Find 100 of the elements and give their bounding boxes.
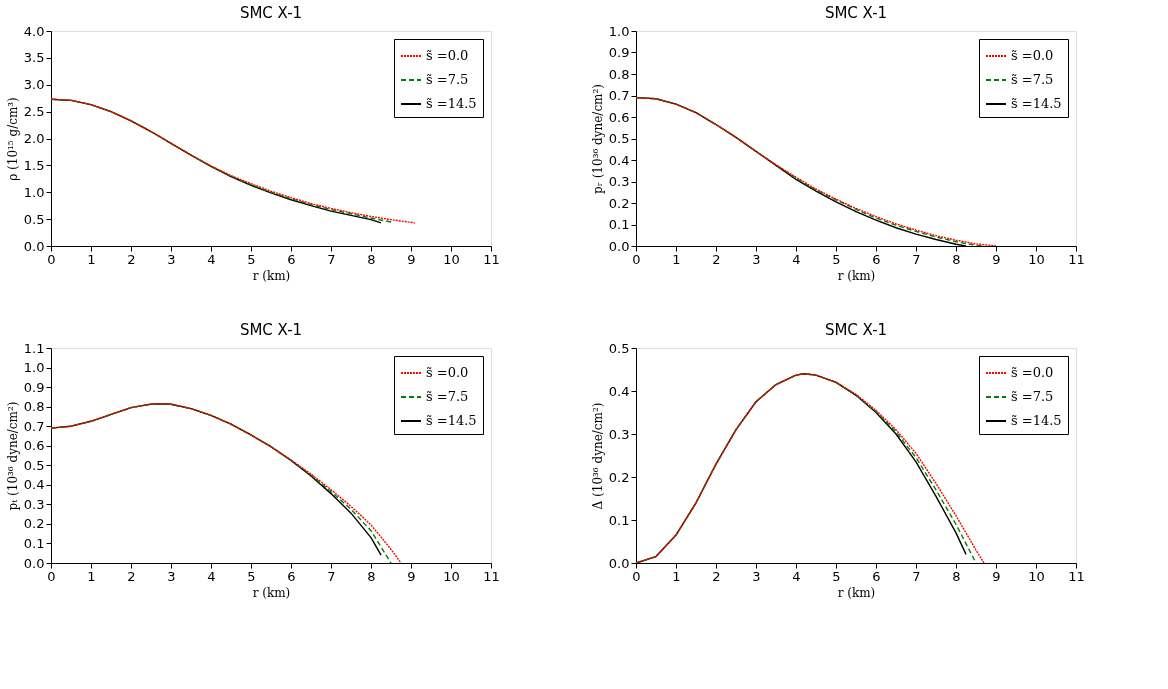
- x-tick-label: 9: [407, 251, 416, 267]
- x-tick-label: 2: [127, 251, 136, 267]
- x-tick-label: 9: [992, 251, 1001, 267]
- y-axis-title: pᵣ (10³⁶ dyne/cm²): [590, 84, 605, 194]
- x-tick-label: 0: [632, 251, 641, 267]
- x-tick-label: 11: [483, 251, 500, 267]
- y-tick-label: 0.1: [23, 535, 45, 551]
- x-tick-label: 6: [872, 568, 881, 584]
- x-tick-label: 10: [443, 568, 460, 584]
- y-tick-label: 3.0: [23, 77, 45, 93]
- legend-label: s̃ =14.5: [1011, 413, 1062, 428]
- x-tick-label: 4: [207, 568, 216, 584]
- legend-label: s̃ =14.5: [426, 413, 477, 428]
- x-tick-label: 5: [247, 568, 256, 584]
- y-tick-label: 2.0: [23, 131, 45, 146]
- y-tick-label: 0.9: [23, 379, 45, 395]
- y-tick-label: 0.5: [608, 340, 630, 356]
- x-tick-label: 6: [872, 251, 881, 267]
- x-axis-title: r (km): [837, 585, 876, 600]
- x-tick-label: 5: [247, 251, 256, 267]
- chart-title: SMC X-1: [239, 4, 303, 22]
- x-tick-label: 7: [327, 568, 336, 584]
- y-tick-label: 0.1: [608, 512, 630, 528]
- y-tick-label: 0.8: [608, 66, 630, 82]
- y-tick-label: 0.5: [23, 457, 45, 473]
- chart-title: SMC X-1: [824, 4, 888, 22]
- y-tick-label: 2.5: [23, 104, 45, 120]
- y-tick-label: 1.1: [23, 340, 45, 356]
- y-tick-label: 0.3: [608, 174, 630, 189]
- y-tick-label: 0.8: [23, 399, 45, 415]
- y-tick-label: 1.5: [23, 157, 45, 173]
- x-tick-label: 6: [287, 568, 296, 584]
- x-tick-label: 8: [952, 568, 961, 584]
- y-tick-label: 0.5: [608, 131, 630, 146]
- y-tick-label: 0.0: [23, 555, 45, 571]
- x-tick-label: 1: [672, 251, 681, 267]
- x-tick-label: 11: [1068, 251, 1085, 267]
- x-axis-title: r (km): [252, 585, 291, 600]
- y-tick-label: 4.0: [23, 23, 45, 39]
- x-tick-label: 8: [367, 251, 376, 267]
- y-tick-label: 0.2: [23, 516, 45, 532]
- x-tick-label: 3: [752, 568, 761, 584]
- y-tick-label: 0.7: [23, 418, 45, 434]
- x-tick-label: 4: [792, 568, 801, 584]
- y-tick-label: 0.6: [608, 109, 630, 125]
- x-axis-title: r (km): [252, 268, 291, 283]
- x-tick-label: 0: [47, 251, 56, 267]
- legend-label: s̃ =0.0: [426, 365, 469, 380]
- y-tick-label: 0.4: [608, 152, 630, 168]
- y-tick-label: 0.5: [23, 211, 45, 227]
- legend-label: s̃ =14.5: [426, 96, 477, 111]
- x-tick-label: 9: [992, 568, 1001, 584]
- y-tick-label: 0.3: [608, 426, 630, 442]
- y-tick-label: 0.6: [23, 438, 45, 454]
- x-tick-label: 7: [327, 251, 336, 267]
- y-tick-label: 0.2: [608, 195, 630, 211]
- x-tick-label: 2: [712, 251, 721, 267]
- x-axis-title: r (km): [837, 268, 876, 283]
- legend-label: s̃ =7.5: [1011, 389, 1054, 404]
- x-tick-label: 11: [483, 568, 500, 584]
- legend-label: s̃ =0.0: [1011, 365, 1054, 380]
- x-tick-label: 1: [672, 568, 681, 584]
- legend-label: s̃ =7.5: [1011, 72, 1054, 87]
- y-tick-label: 1.0: [608, 23, 630, 39]
- y-tick-label: 1.0: [23, 360, 45, 376]
- x-tick-label: 8: [952, 251, 961, 267]
- legend-label: s̃ =14.5: [1011, 96, 1062, 111]
- y-tick-label: 0.4: [608, 383, 630, 399]
- x-tick-label: 0: [632, 568, 641, 584]
- y-axis-title: ρ (10¹⁵ g/cm³): [5, 97, 20, 181]
- x-tick-label: 3: [167, 251, 176, 267]
- x-tick-label: 10: [1028, 568, 1045, 584]
- x-tick-label: 9: [407, 568, 416, 584]
- y-tick-label: 1.0: [23, 184, 45, 200]
- x-tick-label: 10: [1028, 251, 1045, 267]
- y-tick-label: 0.4: [23, 477, 45, 493]
- x-tick-label: 8: [367, 568, 376, 584]
- y-tick-label: 3.5: [23, 50, 45, 66]
- legend-label: s̃ =0.0: [426, 48, 469, 63]
- x-tick-label: 3: [167, 568, 176, 584]
- x-tick-label: 2: [127, 568, 136, 584]
- y-tick-label: 0.0: [608, 238, 630, 254]
- x-tick-label: 4: [207, 251, 216, 267]
- legend-label: s̃ =7.5: [426, 389, 469, 404]
- x-tick-label: 11: [1068, 568, 1085, 584]
- y-tick-label: 0.0: [23, 238, 45, 254]
- x-tick-label: 10: [443, 251, 460, 267]
- y-tick-label: 0.1: [608, 217, 630, 232]
- chart-title: SMC X-1: [239, 321, 303, 339]
- y-tick-label: 0.0: [608, 555, 630, 571]
- x-tick-label: 4: [792, 251, 801, 267]
- y-tick-label: 0.7: [608, 88, 630, 103]
- x-tick-label: 5: [832, 568, 841, 584]
- y-tick-label: 0.2: [608, 469, 630, 485]
- y-axis-title: Δ (10³⁶ dyne/cm²): [590, 402, 605, 510]
- x-tick-label: 1: [87, 568, 96, 584]
- legend-label: s̃ =0.0: [1011, 48, 1054, 63]
- x-tick-label: 7: [912, 251, 921, 267]
- x-tick-label: 1: [87, 251, 96, 267]
- x-tick-label: 3: [752, 251, 761, 267]
